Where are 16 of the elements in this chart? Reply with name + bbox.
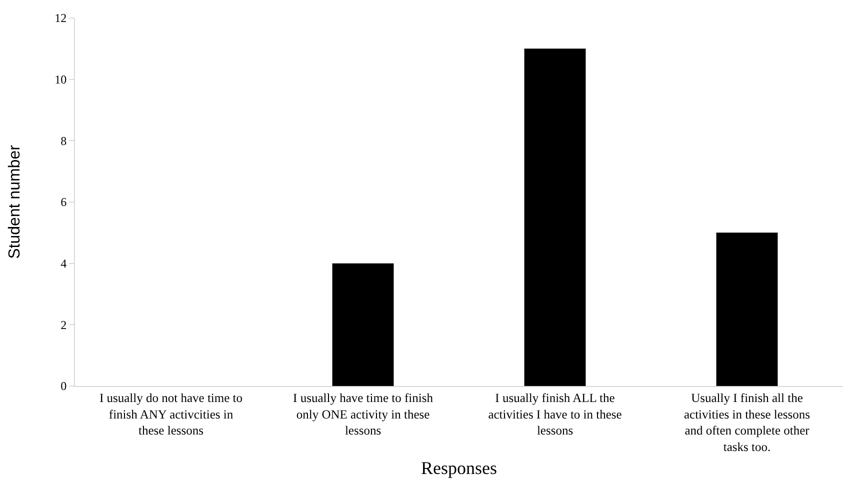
bar: [716, 232, 778, 386]
y-tick-label: 0: [60, 379, 67, 394]
y-tick-label: 8: [60, 134, 67, 148]
bar: [524, 48, 586, 386]
y-tick-label: 4: [60, 256, 67, 271]
y-tick-label: 2: [60, 318, 67, 332]
y-tick-label: 12: [54, 11, 67, 26]
x-tick-label: I usually have time to finish only ONE activity in these lessons: [293, 391, 434, 438]
x-tick-label: I usually do not have time to finish ANY activcities in these lessons: [99, 391, 243, 438]
y-axis-title: Student number: [6, 144, 24, 259]
y-tick-label: 10: [54, 72, 67, 87]
y-tick-label: 6: [60, 195, 67, 210]
x-tick-label: I usually finish ALL the activities I have to in these lessons: [488, 391, 622, 438]
x-tick-label: Usually I finish all the activities in these lessons and often complete other tasks too.: [684, 391, 810, 454]
bar: [332, 263, 394, 386]
x-axis-title: Responses: [421, 458, 497, 478]
